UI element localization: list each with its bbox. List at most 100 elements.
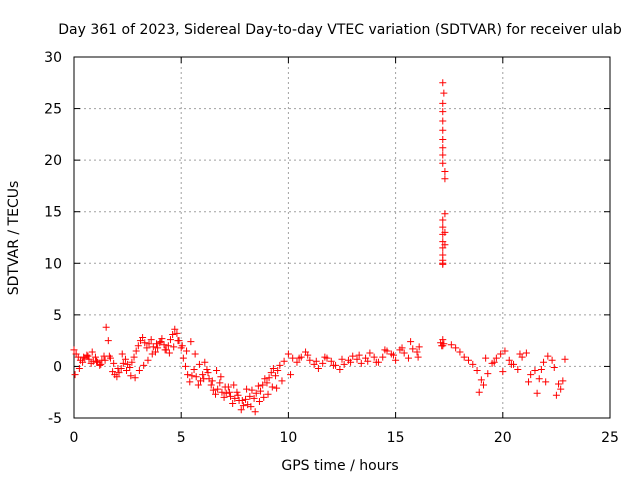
data-point xyxy=(88,348,96,356)
data-point xyxy=(544,352,552,360)
data-point xyxy=(441,175,449,183)
data-point xyxy=(190,366,198,374)
data-point xyxy=(105,352,113,360)
y-axis-label: SDTVAR / TECUs xyxy=(6,181,22,296)
data-point xyxy=(104,337,112,345)
data-point xyxy=(145,340,153,348)
data-point xyxy=(131,374,139,382)
data-point xyxy=(237,406,245,414)
data-point xyxy=(156,339,164,347)
x-tick-label: 10 xyxy=(279,430,297,446)
data-point xyxy=(188,372,196,380)
data-point xyxy=(242,395,250,403)
data-point xyxy=(199,371,207,379)
data-point xyxy=(254,382,262,390)
data-point xyxy=(338,355,346,363)
data-point xyxy=(293,358,301,366)
data-point xyxy=(284,350,292,358)
data-point xyxy=(452,344,460,352)
data-point xyxy=(257,387,265,395)
data-point xyxy=(118,350,126,358)
y-tick-label: 0 xyxy=(53,359,62,375)
data-point xyxy=(531,367,539,375)
grid xyxy=(74,57,610,418)
y-tick-label: 5 xyxy=(53,308,62,324)
data-point xyxy=(119,359,127,367)
data-point xyxy=(364,357,372,365)
data-point xyxy=(357,359,365,367)
data-point xyxy=(128,358,136,366)
data-point xyxy=(191,350,199,358)
y-tick-label: 10 xyxy=(44,256,62,272)
data-point xyxy=(559,377,567,385)
data-point xyxy=(139,334,147,342)
data-point xyxy=(143,344,151,352)
data-point xyxy=(497,350,505,358)
data-point xyxy=(170,343,178,351)
y-tick-label: -5 xyxy=(48,411,62,427)
data-point xyxy=(327,357,335,365)
data-point xyxy=(201,358,209,366)
data-point xyxy=(169,330,177,338)
data-point xyxy=(499,368,507,376)
data-point xyxy=(533,389,541,397)
data-point xyxy=(537,366,545,374)
data-point xyxy=(475,388,483,396)
data-point xyxy=(186,378,194,386)
data-point xyxy=(208,377,216,385)
data-point xyxy=(255,397,263,405)
data-point xyxy=(263,379,271,387)
data-point xyxy=(181,362,189,370)
data-point xyxy=(213,367,221,375)
data-point xyxy=(269,364,277,372)
data-point xyxy=(505,356,513,364)
data-point xyxy=(231,394,239,402)
data-point xyxy=(355,351,363,359)
data-point xyxy=(230,381,238,389)
data-point xyxy=(130,353,138,361)
data-point xyxy=(353,355,361,363)
data-point xyxy=(272,372,280,380)
data-point xyxy=(141,339,149,347)
data-point xyxy=(184,371,192,379)
data-point xyxy=(336,366,344,374)
data-point xyxy=(166,336,174,344)
data-point xyxy=(276,361,284,369)
data-point xyxy=(102,323,110,331)
data-point xyxy=(93,357,101,365)
data-point xyxy=(329,361,337,369)
data-point xyxy=(187,338,195,346)
data-point xyxy=(407,338,415,346)
data-point xyxy=(535,375,543,383)
axis-ticks xyxy=(73,56,611,419)
data-point xyxy=(75,364,83,372)
data-point xyxy=(464,356,472,364)
data-point xyxy=(194,381,202,389)
data-point xyxy=(171,325,179,333)
data-point xyxy=(439,216,447,224)
data-point xyxy=(113,373,121,381)
data-point xyxy=(71,371,79,379)
data-point xyxy=(96,361,104,369)
data-point xyxy=(480,381,488,389)
data-point xyxy=(267,369,275,377)
data-point xyxy=(80,353,88,361)
data-point xyxy=(548,356,556,364)
data-point xyxy=(221,383,229,391)
data-point xyxy=(195,360,203,368)
data-point xyxy=(153,340,161,348)
data-point xyxy=(439,223,447,231)
x-tick-label: 0 xyxy=(70,430,79,446)
data-point xyxy=(234,391,242,399)
data-point xyxy=(265,374,273,382)
data-point xyxy=(154,344,162,352)
x-tick-label: 15 xyxy=(387,430,405,446)
data-point xyxy=(552,391,560,399)
data-point xyxy=(398,344,406,352)
data-point xyxy=(287,371,295,379)
data-point xyxy=(415,343,423,351)
data-point xyxy=(456,348,464,356)
data-point xyxy=(123,367,131,375)
data-point xyxy=(460,353,468,361)
data-point xyxy=(121,355,129,363)
